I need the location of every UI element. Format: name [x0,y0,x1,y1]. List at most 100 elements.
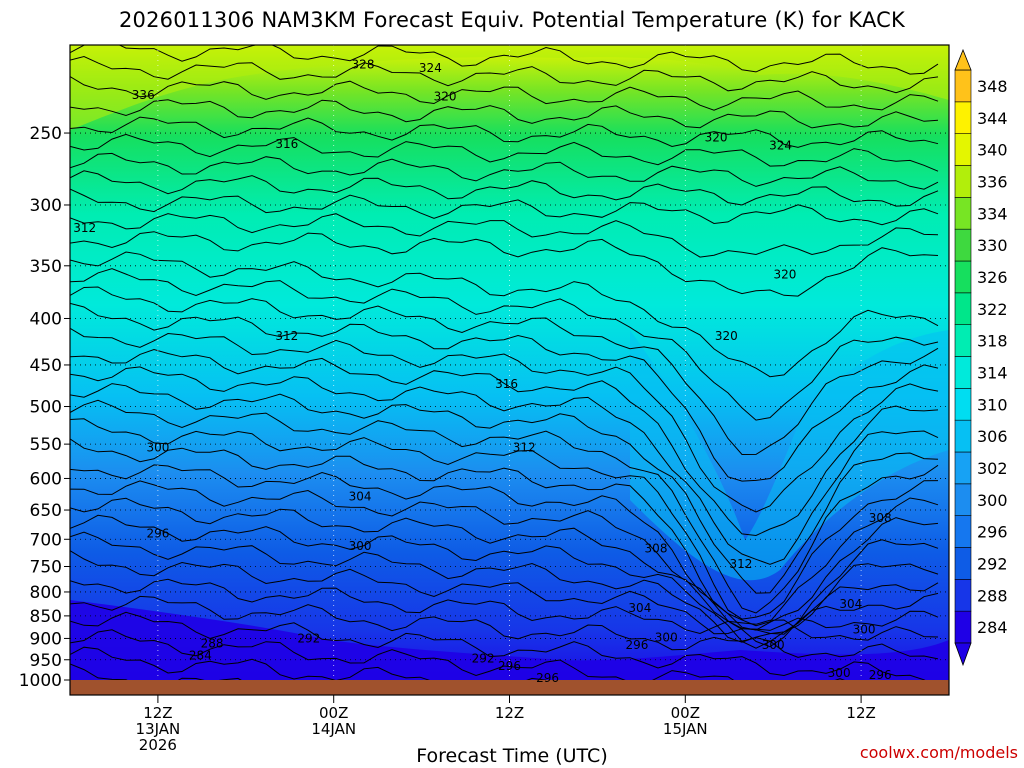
colorbar-segment [954,197,972,230]
contour-label: 312 [73,221,96,235]
y-tick-label: 250 [30,124,62,144]
y-tick-label: 600 [30,469,62,489]
colorbar-label: 344 [977,109,1008,128]
contour-label: 300 [349,539,372,553]
colorbar-label: 336 [977,172,1008,191]
x-tick-label: 13JAN [136,720,181,738]
colorbar-segment [954,579,972,612]
colorbar-segment [954,228,972,262]
colorbar-label: 348 [977,77,1008,96]
y-tick-label: 800 [30,583,62,603]
y-tick-label: 550 [30,435,62,455]
y-tick-label: 650 [30,501,62,521]
colorbar-segment [954,451,972,485]
x-tick-label: 12Z [143,704,172,722]
contour-line [70,578,939,641]
chart-title: 2026011306 NAM3KM Forecast Equiv. Potent… [118,8,906,32]
y-tick-label: 700 [30,530,62,550]
y-tick-label: 400 [30,309,62,329]
colorbar-label: 284 [977,618,1008,637]
contour-label: 320 [434,90,457,104]
mid-level-dip-region [630,330,949,581]
y-tick-label: 350 [30,257,62,277]
y-tick-label: 750 [30,557,62,577]
contour-label: 316 [275,137,298,151]
contour-line [70,188,939,226]
colorbar-label: 322 [977,300,1008,319]
colorbar-label: 296 [977,523,1008,542]
colorbar: 284 288 292 296 300 302 306 310 314 318 322 326 330 3… [954,48,1008,667]
x-tick-label: 00Z [671,704,700,722]
contour-line [70,251,939,378]
x-tick-label: 15JAN [663,720,708,738]
colorbar-segment [954,324,972,357]
contour-label: 288 [201,637,224,651]
colorbar-label: 288 [977,586,1008,605]
contour-label: 304 [839,597,862,611]
contour-line [70,45,939,75]
contour-label: 304 [349,489,372,503]
colorbar-segment [954,515,972,548]
contour-line [70,99,939,129]
contour-label: 324 [769,138,792,152]
contour-label: 300 [146,441,169,455]
x-tick-label: 00Z [319,704,348,722]
credit-text: coolwx.com/models [859,743,1018,762]
colorbar-segment [954,483,972,516]
contour-line [70,231,939,297]
contour-line [70,383,939,594]
colorbar-segment [954,388,972,421]
contour-line [70,399,939,614]
plot-area [70,45,949,695]
y-tick-label: 850 [30,607,62,627]
y-tick-label: 450 [30,356,62,376]
contour-label: 324 [419,61,442,75]
contour-label: 292 [297,631,320,645]
x-tick-label: 2026 [139,736,177,754]
contour-line [70,55,939,94]
colorbar-segment [954,101,972,134]
contour-line [70,366,939,565]
colorbar-label: 292 [977,554,1008,573]
y-tick-label: 1000 [19,671,62,691]
contour-line [70,170,939,207]
contour-label: 320 [705,131,728,145]
contour-line [70,302,939,482]
colorbar-min-arrow [954,642,972,667]
x-tick-label: 12Z [846,704,875,722]
contour-line [70,611,939,688]
contour-label: 312 [513,441,536,455]
colorbar-label: 326 [977,268,1008,287]
y-tick-label: 900 [30,629,62,649]
contour-label: 300 [655,631,678,645]
contour-line [70,418,939,620]
colorbar-label: 330 [977,236,1008,255]
colorbar-label: 314 [977,363,1008,382]
colorbar-label: 310 [977,395,1008,414]
colorbar-segment [954,547,972,580]
contour-label: 300 [853,623,876,637]
contour-label: 336 [132,88,155,102]
colorbar-label: 334 [977,204,1008,223]
contour-line [70,327,939,513]
colorbar-label: 340 [977,141,1008,160]
y-tick-label: 300 [30,196,62,216]
grid-lines [70,45,949,680]
contour-line [70,286,939,456]
y-tick-label: 950 [30,651,62,671]
y-axis: 2503003504004505005506006507007508008509… [19,124,70,691]
colorbar-segment [954,133,972,166]
colorbar-segment [954,610,972,644]
colorbar-segment [954,165,972,198]
contour-line [70,116,939,148]
contour-line [70,595,939,660]
colorbar-segment [954,260,972,294]
colorbar-max-arrow [954,48,972,71]
contour-label: 296 [869,668,892,682]
contour-label: 312 [275,329,298,343]
colorbar-label: 306 [977,427,1008,446]
contour-line [70,268,939,421]
contour-line [70,464,939,631]
contour-label: 296 [626,638,649,652]
low-level-cold-region [70,600,949,695]
